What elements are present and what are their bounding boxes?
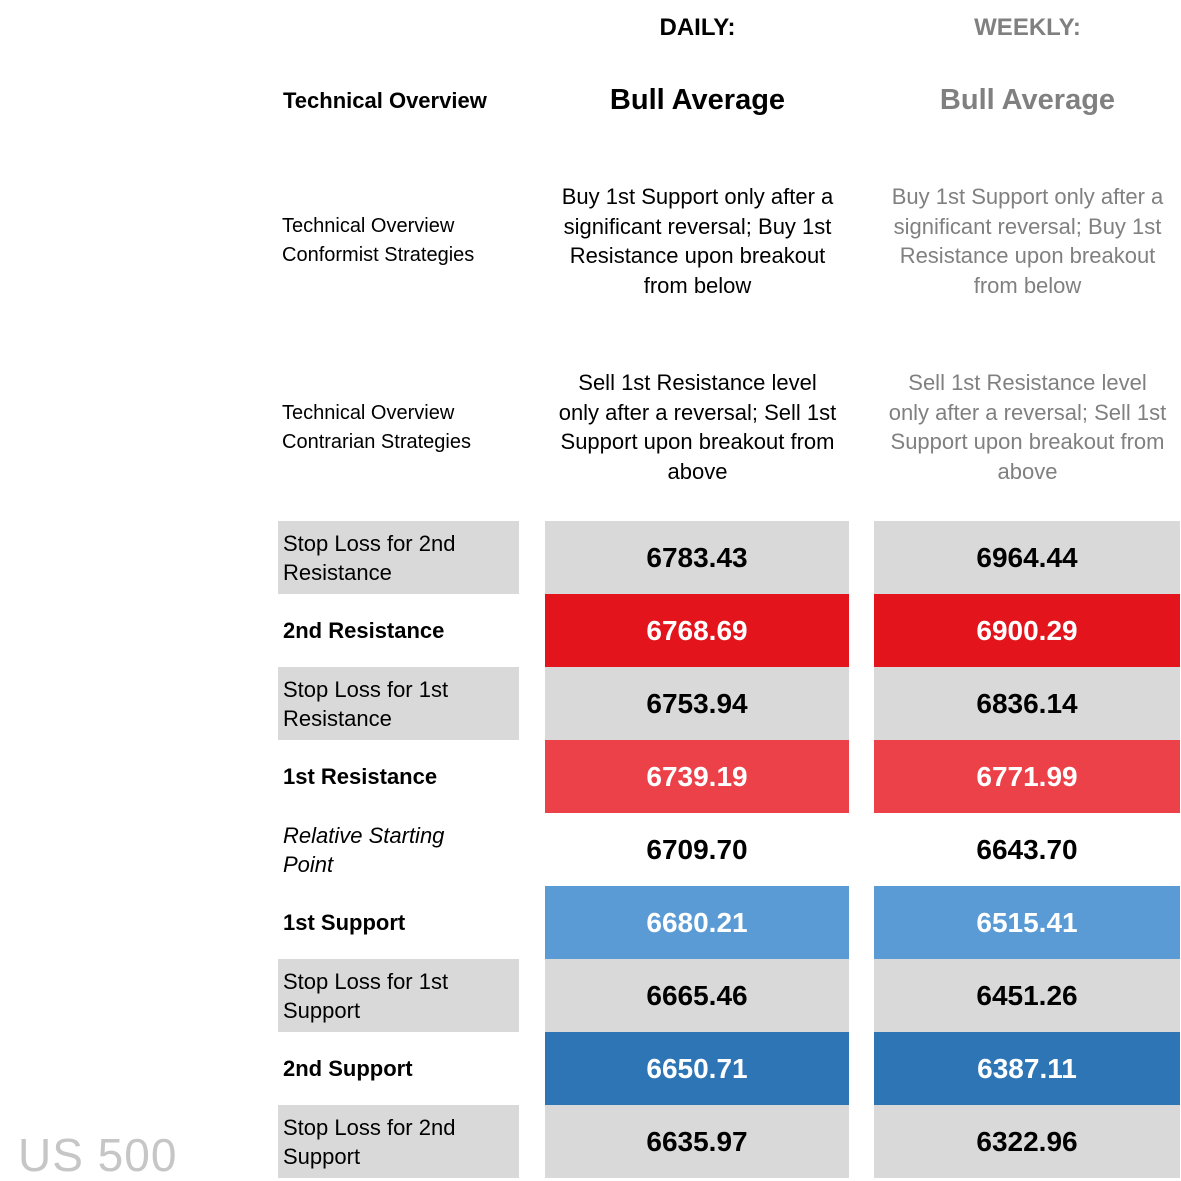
conformist-label-line2: Conformist Strategies [282, 244, 475, 266]
weekly-contrarian-line: Support upon breakout from [890, 429, 1165, 454]
weekly-1st-support: 6515.41 [874, 886, 1180, 959]
daily-conformist-text: Buy 1st Support only after a significant… [546, 182, 849, 300]
weekly-stop-loss-1st-support: 6451.26 [874, 959, 1180, 1032]
weekly-contrarian-line: only after a reversal; Sell 1st [888, 399, 1167, 425]
label-relative-starting-point: Relative Starting Point [278, 813, 519, 886]
contrarian-label-line1: Technical Overview [282, 402, 455, 424]
daily-contrarian-line: Support upon breakout from [560, 429, 835, 454]
label-stop-loss-2nd-support: Stop Loss for 2nd Support [278, 1105, 519, 1178]
daily-2nd-resistance: 6768.69 [545, 594, 849, 667]
conformist-label-line1: Technical Overview [282, 215, 455, 237]
daily-2nd-support: 6650.71 [545, 1032, 849, 1105]
conformist-label: Technical Overview Conformist Strategies [282, 212, 474, 270]
contrarian-label: Technical Overview Contrarian Strategies [282, 399, 471, 457]
daily-stop-loss-2nd-support: 6635.97 [545, 1105, 849, 1178]
daily-1st-support: 6680.21 [545, 886, 849, 959]
daily-conformist-line: from below [643, 272, 752, 298]
weekly-conformist-line: Resistance upon breakout [899, 243, 1156, 268]
instrument-watermark: US 500 [18, 1129, 178, 1181]
label-1st-resistance: 1st Resistance [283, 764, 438, 789]
weekly-2nd-resistance: 6900.29 [874, 594, 1180, 667]
row-label-line: Support [283, 997, 361, 1023]
row-label-line: Support [283, 1143, 361, 1169]
daily-contrarian-text: Sell 1st Resistance level only after a r… [546, 368, 849, 486]
row-label-line: Point [283, 851, 334, 877]
weekly-1st-resistance: 6771.99 [874, 740, 1180, 813]
daily-contrarian-line: above [667, 458, 728, 484]
label-stop-loss-1st-resistance: Stop Loss for 1st Resistance [278, 667, 519, 740]
daily-relative-starting-point: 6709.70 [545, 813, 849, 886]
weekly-stop-loss-2nd-resistance: 6964.44 [874, 521, 1180, 594]
daily-contrarian-line: only after a reversal; Sell 1st [558, 399, 837, 425]
weekly-contrarian-line: above [997, 458, 1058, 484]
label-stop-loss-2nd-resistance: Stop Loss for 2nd Resistance [278, 521, 519, 594]
label-1st-support: 1st Support [283, 910, 406, 935]
weekly-contrarian-line: Sell 1st Resistance level [908, 370, 1147, 395]
row-label-line: Resistance [283, 705, 392, 731]
weekly-stop-loss-1st-resistance: 6836.14 [874, 667, 1180, 740]
daily-rating: Bull Average [609, 84, 786, 116]
weekly-header: WEEKLY: [974, 14, 1081, 41]
daily-contrarian-line: Sell 1st Resistance level [578, 370, 817, 395]
label-stop-loss-1st-support: Stop Loss for 1st Support [278, 959, 519, 1032]
daily-stop-loss-2nd-resistance: 6783.43 [545, 521, 849, 594]
weekly-contrarian-text: Sell 1st Resistance level only after a r… [875, 368, 1180, 486]
daily-stop-loss-1st-resistance: 6753.94 [545, 667, 849, 740]
daily-conformist-line: significant reversal; Buy 1st [563, 213, 832, 239]
daily-conformist-line: Resistance upon breakout [569, 243, 826, 268]
weekly-conformist-line: significant reversal; Buy 1st [893, 213, 1162, 239]
weekly-stop-loss-2nd-support: 6322.96 [874, 1105, 1180, 1178]
daily-1st-resistance: 6739.19 [545, 740, 849, 813]
weekly-conformist-text: Buy 1st Support only after a significant… [875, 182, 1180, 300]
contrarian-label-line2: Contrarian Strategies [282, 431, 471, 453]
technical-overview-label: Technical Overview [283, 88, 487, 113]
weekly-2nd-support: 6387.11 [874, 1032, 1180, 1105]
label-2nd-resistance: 2nd Resistance [283, 618, 445, 643]
daily-conformist-line: Buy 1st Support only after a [561, 184, 834, 209]
weekly-rating: Bull Average [939, 84, 1116, 116]
row-label-line: Stop Loss for 1st [283, 676, 449, 702]
daily-stop-loss-1st-support: 6665.46 [545, 959, 849, 1032]
weekly-conformist-line: Buy 1st Support only after a [891, 184, 1164, 209]
daily-header: DAILY: [659, 14, 736, 41]
row-label-line: Stop Loss for 2nd [283, 1114, 456, 1140]
row-label-line: Stop Loss for 1st [283, 968, 449, 994]
weekly-relative-starting-point: 6643.70 [874, 813, 1180, 886]
row-label-line: Stop Loss for 2nd [283, 530, 456, 556]
label-2nd-support: 2nd Support [283, 1056, 413, 1081]
row-label-line: Relative Starting [283, 822, 445, 848]
weekly-conformist-line: from below [973, 272, 1082, 298]
row-label-line: Resistance [283, 559, 392, 585]
